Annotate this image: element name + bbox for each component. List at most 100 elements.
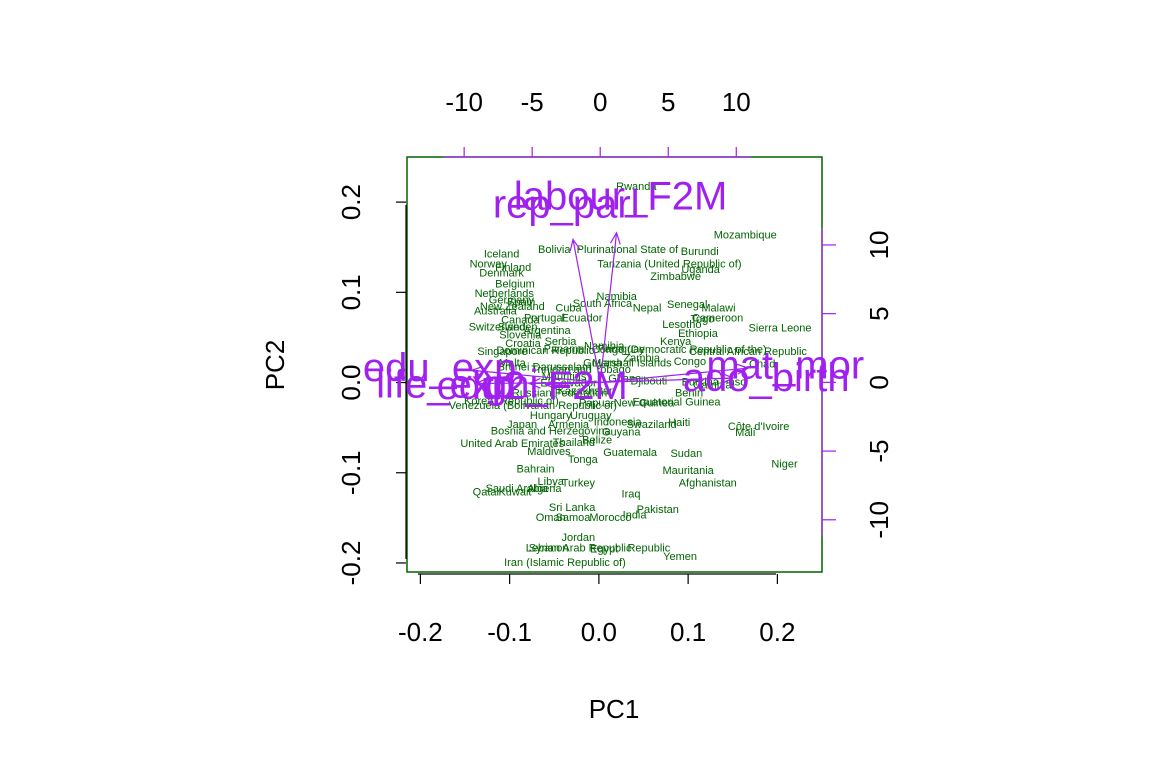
observation-label: Guatemala — [603, 447, 658, 459]
observation-label: India — [623, 509, 648, 521]
observation-label: Mauritania — [662, 465, 714, 477]
observation-label: Sri Lanka — [549, 502, 596, 514]
variable-label: life_exp — [376, 363, 514, 407]
observation-label: Central African Republic — [689, 346, 808, 358]
observation-label: Mali — [735, 427, 755, 439]
observation-label: Canada — [501, 314, 540, 326]
variable-label: gni — [485, 363, 538, 407]
observation-label: Papua New Guinea — [579, 397, 675, 409]
observation-label: United Arab Emirates — [460, 438, 564, 450]
observation-label: Maldives — [527, 446, 571, 458]
variable-arrowhead — [609, 231, 621, 245]
observation-label: Japan — [507, 419, 537, 431]
observation-label: Niger — [771, 459, 798, 471]
top-tick-label: -10 — [445, 87, 483, 117]
observation-label: Kazakhstan — [558, 386, 615, 398]
observation-label: Swaziland — [626, 419, 676, 431]
observation-label: Uganda — [681, 264, 720, 276]
observation-label: Lesotho — [662, 319, 701, 331]
observation-label: Jordan — [562, 532, 596, 544]
variable-label: rep_parl — [493, 183, 640, 227]
top-axis-ticks: -10 -5 0 5 10 — [445, 87, 751, 157]
observation-label: Cameroon — [692, 313, 743, 325]
observation-label: Hungary — [530, 410, 572, 422]
observation-label: Chad — [749, 359, 775, 371]
observation-label: Argentina — [524, 325, 572, 337]
observation-label: Bolivia — [538, 244, 571, 256]
variable-label: labour_F2M — [514, 174, 727, 218]
observation-label: Kuwait — [498, 487, 531, 499]
x-tick-label: -0.1 — [487, 617, 532, 647]
variable-arrowhead — [736, 363, 750, 375]
observation-label: Turkey — [562, 478, 596, 490]
variable-arrowhead — [474, 377, 488, 389]
variable-arrowhead — [569, 238, 581, 252]
observation-label: Benin — [675, 387, 703, 399]
observation-label: Syrian Arab Republic — [529, 543, 632, 555]
observation-label: Zimbabwe — [650, 271, 701, 283]
observation-label: Nepal — [633, 303, 662, 315]
observation-label: Trinidad and Tobago — [531, 364, 631, 376]
observation-label: Serbia — [545, 336, 578, 348]
observation-label: Indonesia — [594, 416, 643, 428]
observation-label: Ecuador — [561, 313, 602, 325]
observation-label: Australia — [474, 305, 518, 317]
observation-label: Burundi — [681, 246, 719, 258]
observation-label: Republic — [627, 543, 670, 555]
variable-arrow — [572, 239, 601, 383]
observation-label: Saudi Arabia — [486, 483, 549, 495]
observation-label: Marshall Islands — [592, 358, 672, 370]
observation-label: Portugal — [524, 313, 565, 325]
observation-label: Guyana — [602, 426, 641, 438]
observation-label: Libya — [538, 476, 565, 488]
observation-label: Cuba — [555, 303, 582, 315]
right-axis-ticks: -10 -5 0 5 10 — [822, 230, 894, 539]
observation-label: Egypt — [590, 544, 618, 556]
observation-label: Qatar — [473, 487, 501, 499]
x-tick-label: 0.0 — [581, 617, 617, 647]
variable-arrow — [599, 232, 618, 383]
observation-label: Sierra Leone — [749, 323, 812, 335]
variable-label: ado_birth — [683, 356, 850, 400]
variable-arrowhead — [544, 378, 558, 390]
y-tick-label: -0.1 — [336, 450, 366, 495]
observation-label: Singapore — [477, 346, 527, 358]
bottom-axis-ticks: -0.2 -0.1 0.0 0.1 0.2 — [398, 574, 795, 647]
x-tick-label: 0.2 — [759, 617, 795, 647]
left-axis-ticks: -0.2 -0.1 0.0 0.1 0.2 — [336, 184, 406, 585]
observation-label: Afghanistan — [679, 478, 737, 490]
variable-arrowhead — [470, 365, 484, 377]
observation-label: Namibia — [597, 291, 638, 303]
observation-label: Thailand — [553, 437, 595, 449]
observation-label: Iceland — [484, 249, 519, 261]
variable-arrow — [529, 381, 601, 385]
observation-label: Iraq — [622, 489, 641, 501]
observation-label: Denmark — [479, 267, 524, 279]
top-tick-label: 10 — [722, 87, 751, 117]
observation-label: Gambia — [693, 379, 732, 391]
observation-labels: Rwanda Mozambique Burundi Bolivia Plurinatio… — [449, 181, 812, 569]
observation-label: Zambia — [623, 352, 661, 364]
observation-label: Iran (Islamic Republic of) — [504, 557, 626, 569]
observation-label: Malta — [499, 358, 527, 370]
observation-label: Brunei Darussalam — [498, 361, 592, 373]
observation-label: South Africa — [573, 298, 633, 310]
observation-label: Switzerland — [469, 322, 526, 334]
x-tick-label: -0.2 — [398, 617, 443, 647]
right-tick-label: 0 — [864, 375, 894, 389]
observation-label: Netherlands — [475, 288, 535, 300]
observation-label: Belgium — [495, 278, 535, 290]
observation-label: Sudan — [670, 448, 702, 460]
variable-arrow — [600, 367, 749, 383]
observation-label: Tonga — [568, 454, 599, 466]
observation-label: Lebanon — [526, 543, 569, 555]
observation-label: Dominican Republic — [496, 345, 594, 357]
observation-label: Bosnia and Herzegovina — [491, 425, 612, 437]
y-axis-title: PC2 — [260, 340, 290, 391]
y-tick-label: 0.0 — [336, 364, 366, 400]
right-tick-label: -10 — [864, 501, 894, 539]
observation-label: Senegal — [667, 299, 707, 311]
top-tick-label: -5 — [521, 87, 544, 117]
